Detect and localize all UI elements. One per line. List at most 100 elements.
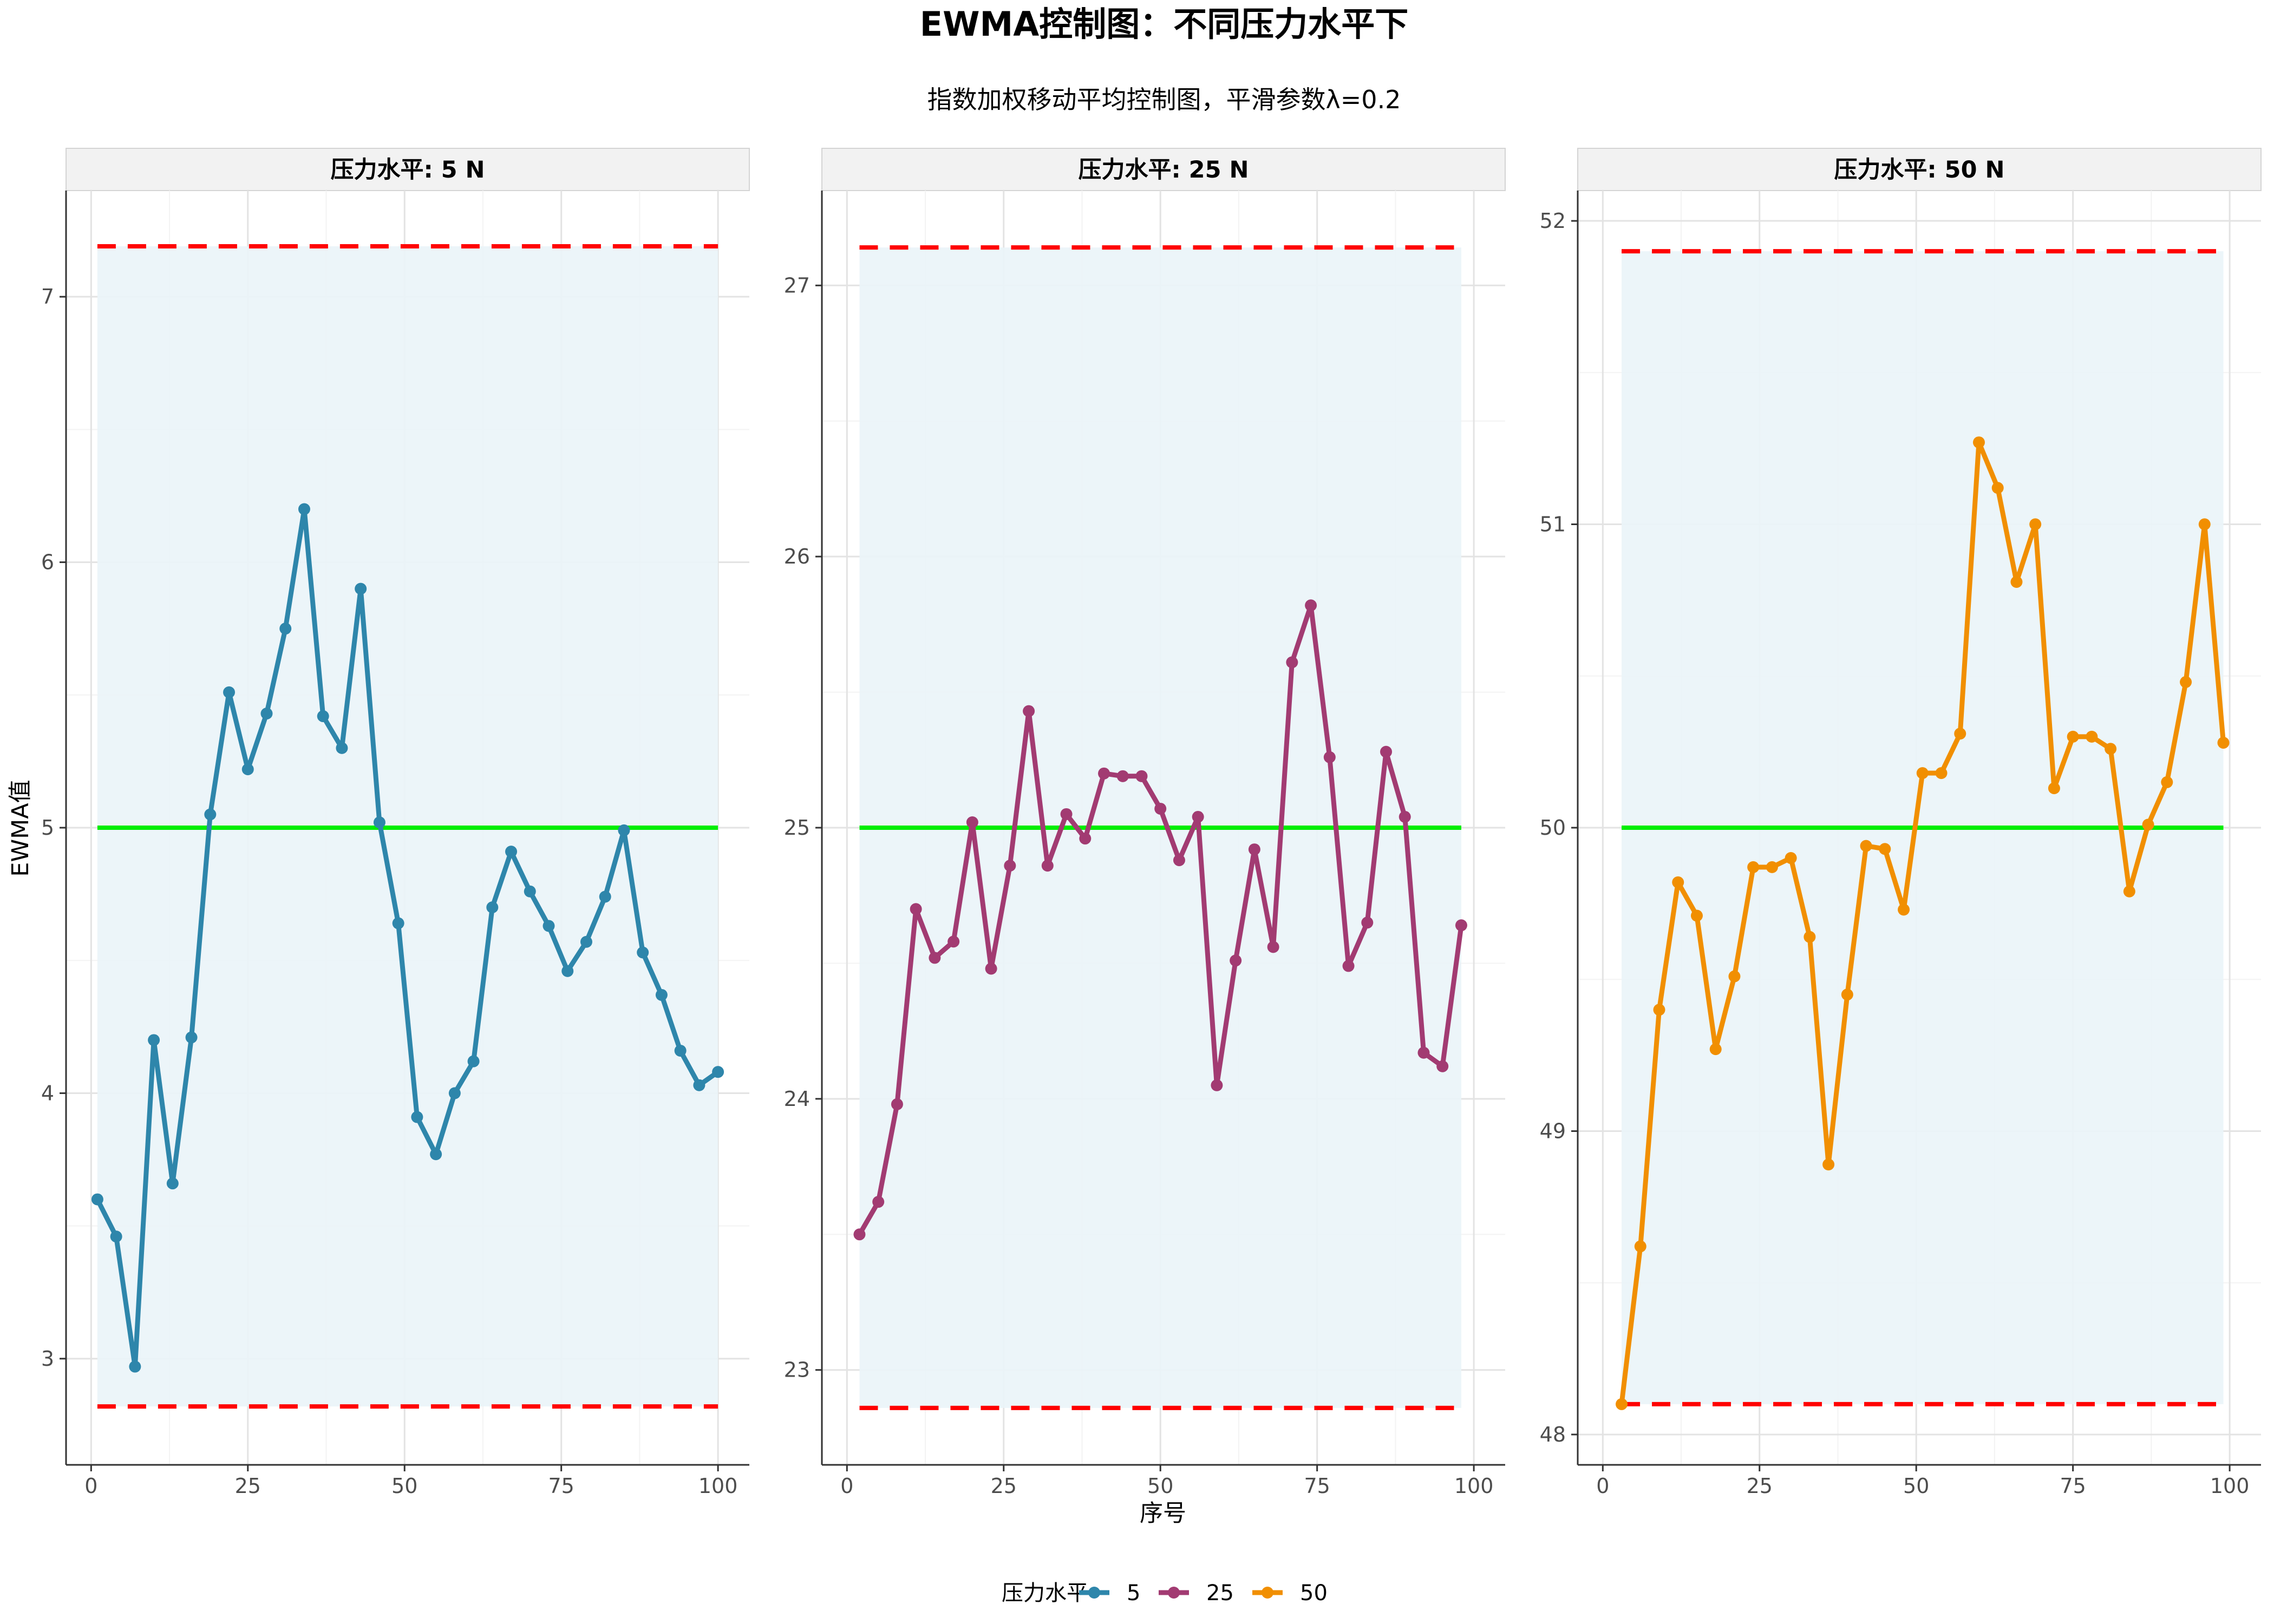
data-point: [637, 946, 649, 959]
chart-subtitle: 指数加权移动平均控制图，平滑参数λ=0.2: [927, 85, 1401, 114]
data-point: [2142, 818, 2154, 831]
data-point: [148, 1034, 160, 1046]
data-point: [2010, 576, 2023, 588]
x-tick-label: 100: [698, 1474, 738, 1498]
data-point: [298, 503, 310, 515]
data-point: [1004, 860, 1016, 872]
panel-25: 压力水平: 25 N 0 25 50 75 100 23 24 25 26 27: [784, 148, 1506, 1498]
strip-label: 压力水平: 25 N: [1079, 156, 1249, 184]
data-point: [2217, 737, 2230, 749]
data-point: [2161, 776, 2173, 788]
data-point: [1747, 861, 1760, 873]
data-point: [204, 808, 217, 821]
y-tick-label: 49: [1540, 1119, 1566, 1143]
data-point: [1634, 1240, 1646, 1253]
data-point: [1286, 656, 1298, 669]
data-point: [1860, 840, 1872, 852]
y-tick-label: 25: [784, 816, 810, 840]
data-point: [1267, 941, 1279, 953]
y-tick-label: 6: [41, 551, 54, 574]
data-point: [599, 890, 611, 903]
data-point: [1211, 1079, 1223, 1091]
data-point: [2198, 518, 2211, 531]
data-point: [1154, 802, 1167, 815]
x-tick-label: 75: [548, 1474, 574, 1498]
legend: 压力水平 5 25 50: [1002, 1581, 1328, 1606]
data-point: [1399, 810, 1411, 823]
data-point: [1991, 482, 2004, 494]
data-point: [2180, 676, 2192, 688]
data-point: [712, 1066, 724, 1078]
data-point: [1323, 751, 1336, 763]
data-point: [1728, 970, 1741, 983]
data-point: [2105, 743, 2117, 755]
data-point: [524, 885, 536, 898]
y-tick-label: 23: [784, 1358, 810, 1382]
data-point: [430, 1148, 442, 1161]
x-tick-label: 100: [2210, 1474, 2250, 1498]
data-point: [1436, 1060, 1449, 1072]
data-point: [1841, 988, 1853, 1001]
data-point: [1672, 876, 1684, 888]
x-tick-label: 25: [991, 1474, 1017, 1498]
data-point: [985, 962, 997, 975]
data-point: [872, 1196, 885, 1208]
data-point: [1690, 909, 1703, 922]
data-point: [1230, 954, 1242, 967]
x-tick-label: 75: [1304, 1474, 1330, 1498]
data-point: [467, 1055, 480, 1068]
data-point: [1116, 770, 1129, 782]
data-point: [693, 1079, 705, 1091]
facet-panels: 压力水平: 5 N 0 25 50 75 100 3 4 5 6 7 压力水平: 25 N 0 25 50 7…: [41, 148, 2262, 1498]
data-point: [561, 965, 574, 977]
data-point: [1785, 852, 1797, 865]
legend-key-point: [1088, 1587, 1100, 1599]
legend-label-25: 25: [1206, 1581, 1234, 1606]
data-point: [260, 708, 273, 720]
data-point: [392, 917, 404, 929]
data-point: [1898, 903, 1910, 916]
data-point: [505, 846, 518, 858]
data-point: [2086, 730, 2098, 743]
strip-label: 压力水平: 5 N: [330, 156, 485, 184]
data-point: [1455, 919, 1467, 932]
data-point: [1060, 808, 1073, 820]
data-point: [966, 816, 978, 828]
y-tick-label: 51: [1540, 513, 1566, 536]
data-point: [336, 742, 348, 754]
legend-key-point: [1168, 1587, 1180, 1599]
legend-label-5: 5: [1127, 1581, 1140, 1606]
data-point: [2123, 885, 2135, 898]
data-point: [1822, 1158, 1835, 1171]
y-tick-label: 26: [784, 545, 810, 568]
data-point: [1342, 960, 1355, 972]
data-point: [1916, 767, 1929, 780]
x-tick-label: 0: [840, 1474, 853, 1498]
data-point: [279, 623, 292, 635]
data-point: [1653, 1004, 1665, 1016]
y-axis-title: EWMA值: [7, 780, 34, 876]
legend-label-50: 50: [1300, 1581, 1328, 1606]
data-point: [129, 1360, 141, 1373]
data-point: [185, 1031, 198, 1044]
data-point: [1173, 854, 1185, 867]
data-point: [355, 582, 367, 595]
data-point: [448, 1087, 461, 1099]
chart-title: EWMA控制图：不同压力水平下: [920, 4, 1408, 44]
x-tick-label: 25: [235, 1474, 261, 1498]
data-point: [2048, 782, 2060, 795]
data-point: [853, 1228, 866, 1241]
series-line-5: [95, 507, 721, 1369]
data-point: [674, 1044, 687, 1057]
data-point: [655, 988, 668, 1001]
data-point: [910, 903, 922, 915]
data-point: [110, 1230, 122, 1243]
data-point: [1972, 436, 1985, 449]
x-tick-label: 50: [1147, 1474, 1173, 1498]
data-point: [1361, 916, 1374, 929]
x-tick-label: 75: [2060, 1474, 2086, 1498]
y-tick-label: 5: [41, 816, 54, 840]
strip-label: 压力水平: 50 N: [1834, 156, 2005, 184]
strip-background: [66, 148, 750, 191]
data-point: [580, 935, 592, 948]
